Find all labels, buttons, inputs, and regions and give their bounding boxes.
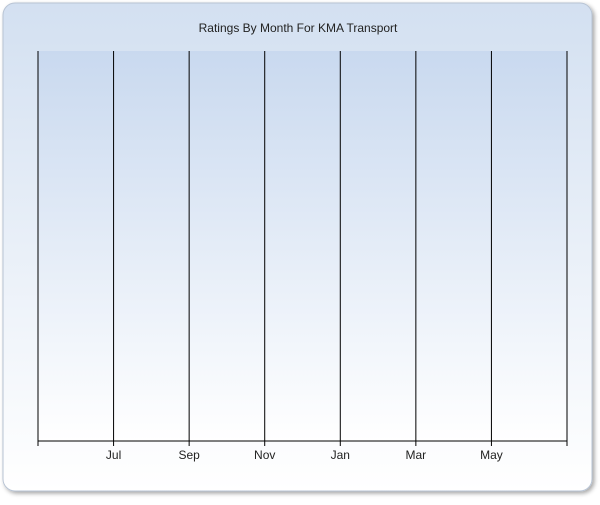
plot-area <box>38 51 567 441</box>
x-tick-label: Mar <box>406 448 427 462</box>
x-tick-label: Jan <box>331 448 350 462</box>
x-tick-label: Nov <box>254 448 275 462</box>
x-tick-label: Sep <box>178 448 200 462</box>
chart-title: Ratings By Month For KMA Transport <box>199 21 398 35</box>
x-tick-label: Jul <box>106 448 121 462</box>
x-tick-label: May <box>480 448 503 462</box>
